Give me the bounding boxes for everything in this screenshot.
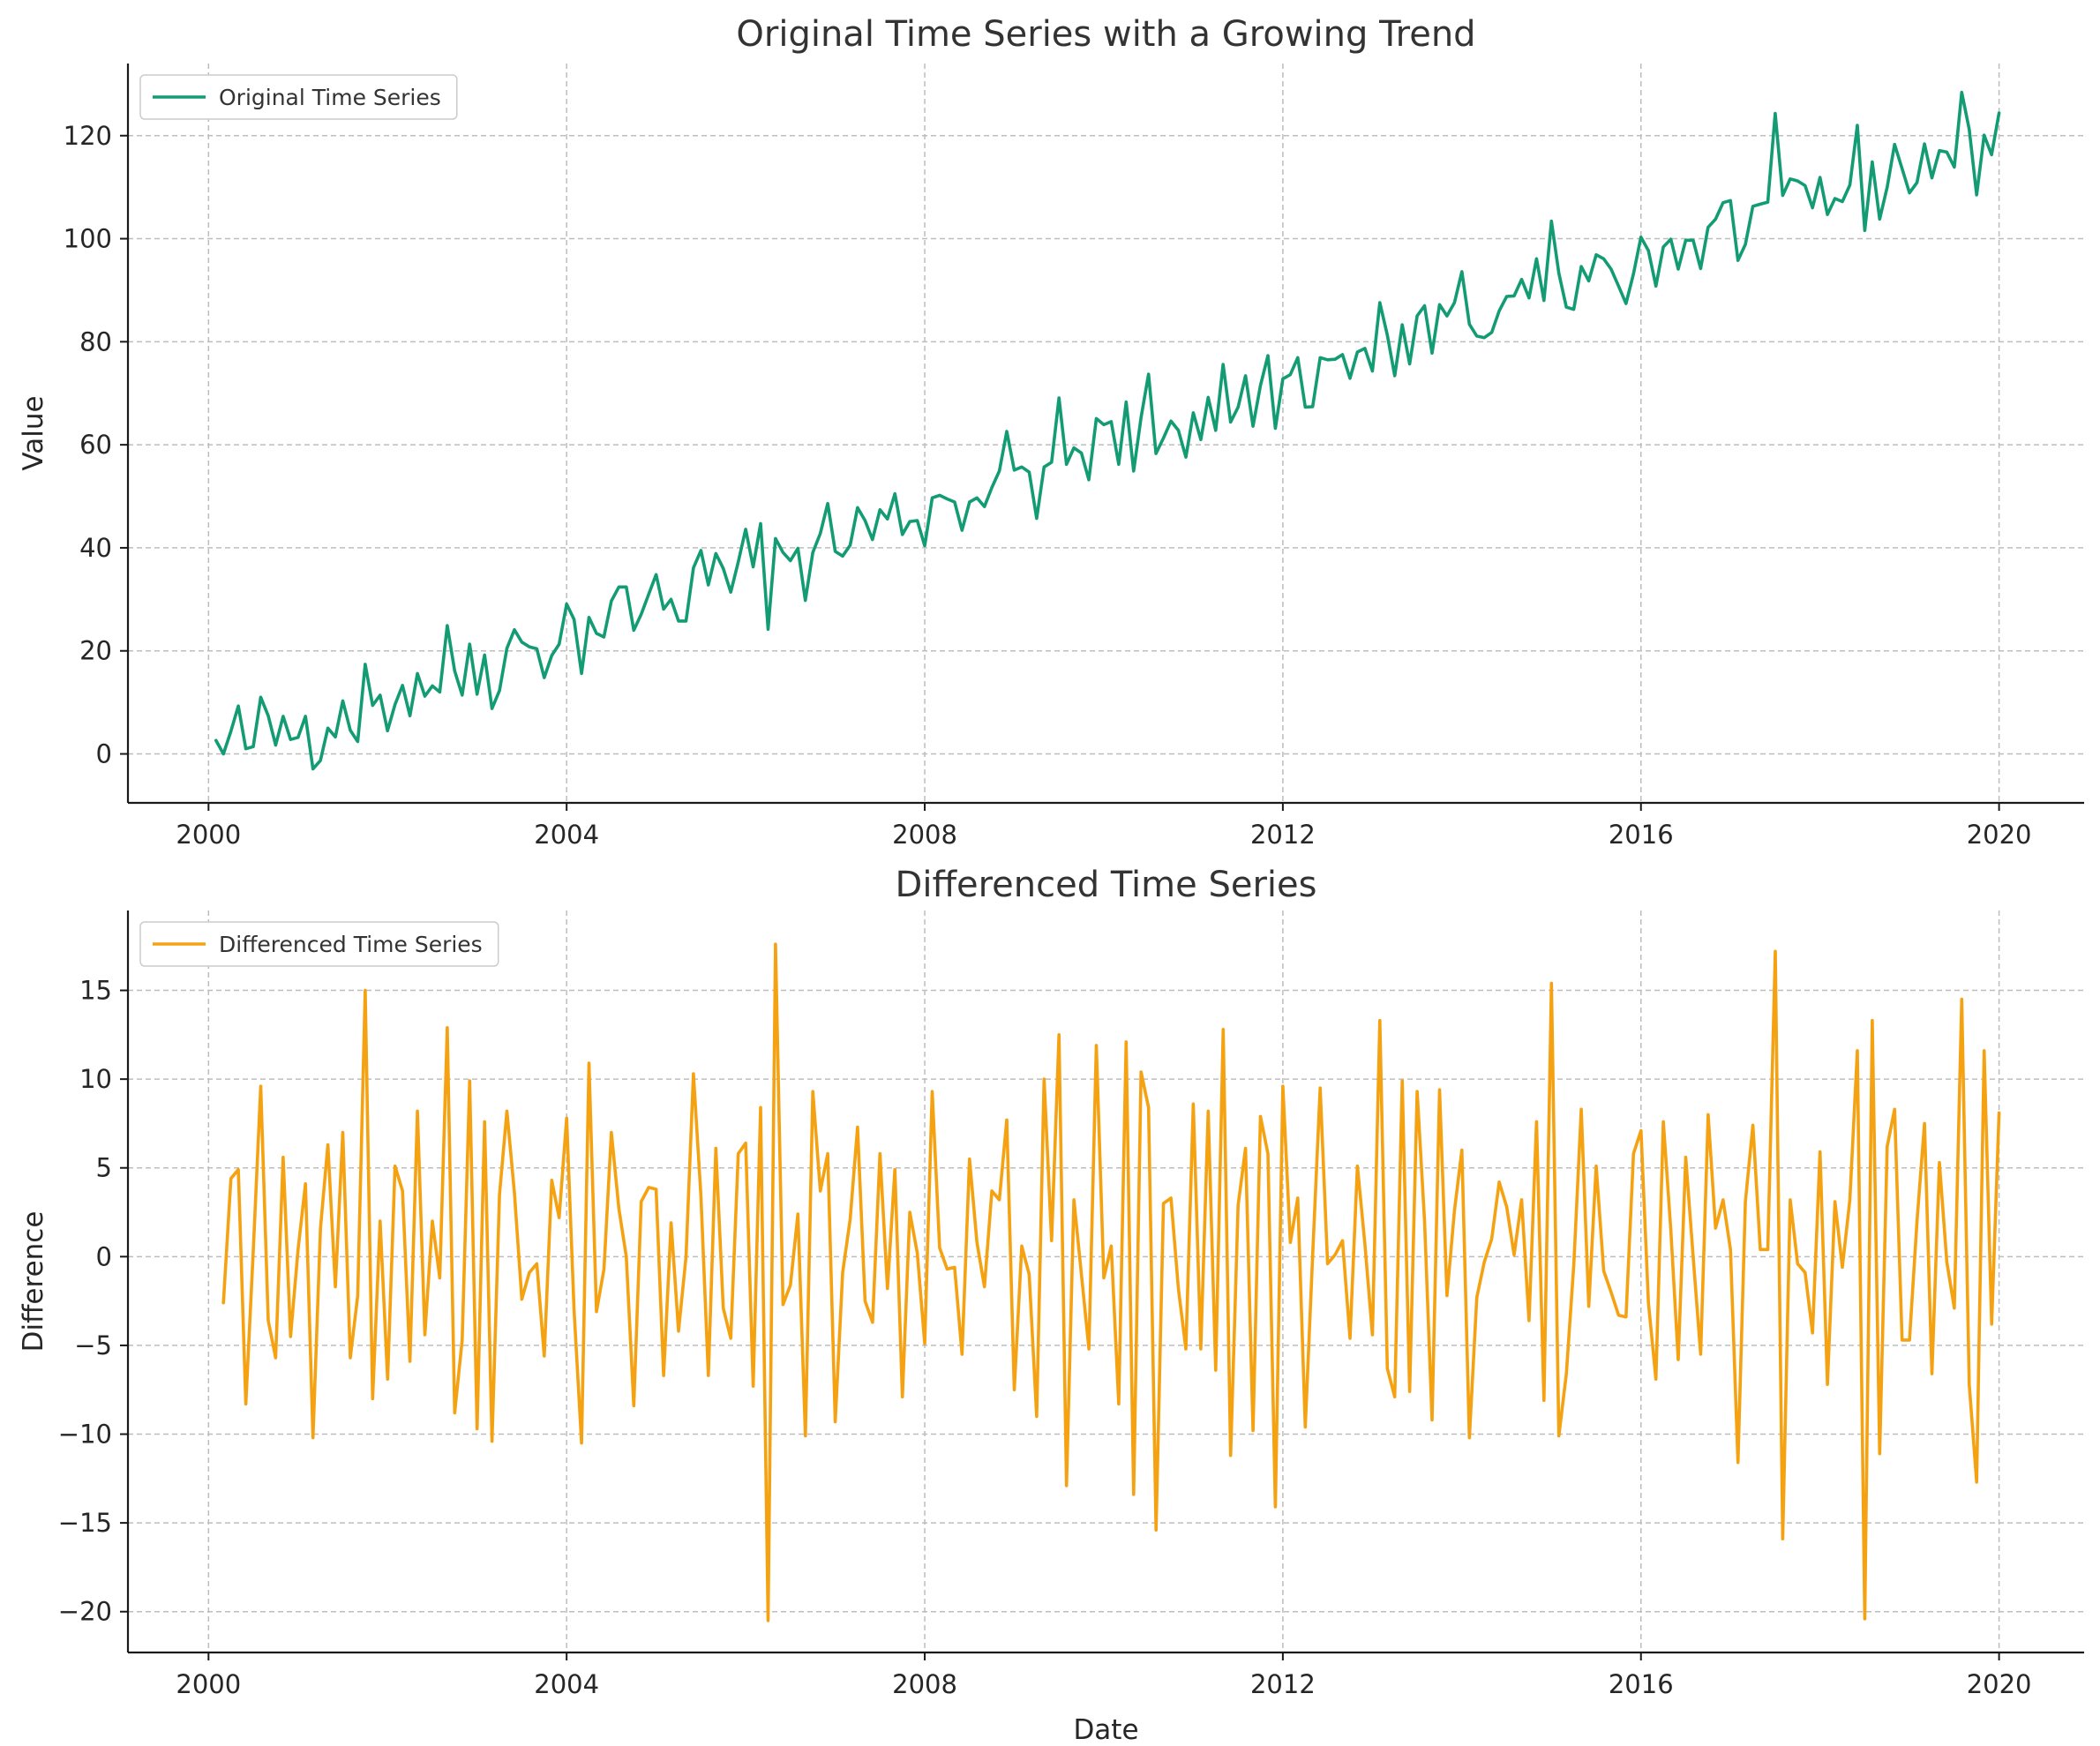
y-tick-label: 5 xyxy=(96,1153,112,1183)
y-tick-label: −10 xyxy=(58,1420,112,1450)
series xyxy=(214,90,2001,771)
x-tick-label: 2008 xyxy=(892,1669,957,1699)
x-axis-label: Date xyxy=(1073,1714,1138,1746)
chart-title: Differenced Time Series xyxy=(896,865,1317,905)
original-series-chart: Original Time Series with a Growing Tren… xyxy=(18,14,2084,850)
grid xyxy=(128,910,2084,1652)
legend-box xyxy=(139,921,499,967)
axes-spines xyxy=(126,910,2084,1654)
legend: Differenced Time Series xyxy=(139,921,499,967)
series-line xyxy=(221,942,2001,1622)
x-tick-label: 2016 xyxy=(1609,820,1674,850)
legend-label: Differenced Time Series xyxy=(219,932,483,957)
legend-box xyxy=(139,74,458,120)
x-tick-label: 2016 xyxy=(1609,1669,1674,1699)
ticks: 2000 2004 2008 2012 2016 2020 0 20 40 60 80 100 120 xyxy=(64,121,2032,850)
grid xyxy=(128,64,2084,803)
y-tick-label: 0 xyxy=(96,1241,112,1271)
legend-label: Original Time Series xyxy=(219,85,441,110)
x-tick-label: 2020 xyxy=(1967,1669,2032,1699)
y-tick-label: 20 xyxy=(79,636,112,666)
series-line xyxy=(214,90,2001,771)
x-tick-label: 2004 xyxy=(534,820,599,850)
ticks: 2000 2004 2008 2012 2016 2020 −20 −15 −10 −5 0 5 10 1… xyxy=(58,976,2032,1699)
y-tick-label: 80 xyxy=(79,326,112,356)
y-tick-label: 10 xyxy=(79,1064,112,1094)
y-tick-label: 0 xyxy=(96,739,112,769)
y-tick-label: 40 xyxy=(79,533,112,563)
differenced-series-chart: Differenced Time Series Difference Date … xyxy=(18,865,2084,1746)
series xyxy=(221,942,2001,1622)
y-tick-label: 100 xyxy=(64,224,112,254)
y-tick-label: −15 xyxy=(58,1508,112,1538)
x-tick-label: 2012 xyxy=(1250,1669,1316,1699)
chart-title: Original Time Series with a Growing Tren… xyxy=(736,14,1475,55)
y-tick-label: −20 xyxy=(58,1597,112,1627)
y-tick-label: 15 xyxy=(79,976,112,1006)
axes-spines xyxy=(126,64,2084,805)
x-tick-label: 2020 xyxy=(1967,820,2032,850)
y-tick-label: 60 xyxy=(79,430,112,460)
legend: Original Time Series xyxy=(139,74,458,120)
y-tick-label: −5 xyxy=(74,1330,112,1360)
y-tick-label: 120 xyxy=(64,121,112,151)
y-axis-label: Difference xyxy=(18,1211,49,1353)
x-tick-label: 2000 xyxy=(176,1669,241,1699)
y-axis-label: Value xyxy=(18,395,49,470)
x-tick-label: 2008 xyxy=(892,820,957,850)
x-tick-label: 2004 xyxy=(534,1669,599,1699)
x-tick-label: 2012 xyxy=(1250,820,1316,850)
x-tick-label: 2000 xyxy=(176,820,241,850)
